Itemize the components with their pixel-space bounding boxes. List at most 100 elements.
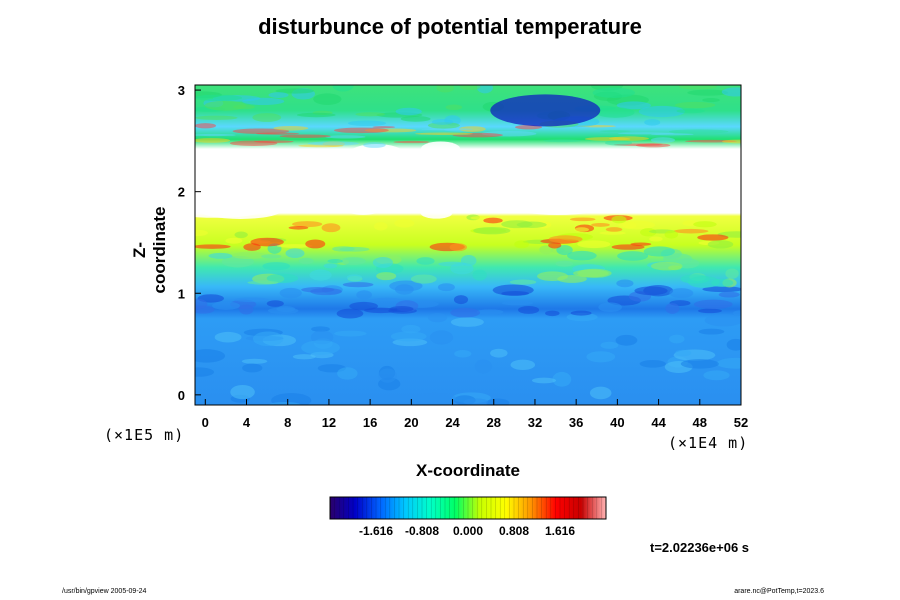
- field-texture: [336, 308, 364, 319]
- field-texture: [292, 221, 323, 228]
- field-texture: [711, 278, 734, 287]
- field-texture: [332, 246, 355, 252]
- field-texture: [410, 274, 437, 284]
- field-texture: [634, 286, 668, 296]
- field-texture: [334, 127, 389, 134]
- field-texture: [643, 246, 676, 257]
- field-texture: [195, 349, 226, 363]
- field-texture: [616, 279, 634, 288]
- field-texture: [716, 357, 741, 369]
- field-texture: [254, 140, 294, 143]
- field-texture: [697, 234, 729, 241]
- field-texture: [307, 141, 359, 146]
- field-texture: [569, 217, 596, 222]
- field-texture: [450, 262, 474, 275]
- field-texture: [334, 330, 367, 337]
- field-texture: [276, 244, 313, 248]
- field-texture: [476, 85, 493, 94]
- field-texture: [732, 310, 741, 317]
- field-texture: [693, 221, 717, 228]
- field-texture: [420, 141, 461, 156]
- field-texture: [509, 279, 537, 285]
- field-texture: [463, 398, 489, 405]
- field-texture: [474, 359, 493, 374]
- field-texture: [698, 328, 725, 335]
- field-texture: [673, 172, 739, 188]
- field-texture: [337, 367, 358, 380]
- x-tick-label: 28: [487, 415, 501, 430]
- field-texture: [212, 301, 240, 310]
- field-texture: [638, 105, 686, 118]
- field-texture: [615, 334, 638, 346]
- field-texture: [687, 89, 729, 96]
- field-texture: [342, 282, 374, 288]
- field-texture: [252, 331, 284, 347]
- x-tick-label: 16: [363, 415, 377, 430]
- y-axis-ticks: 0 1 2 3: [178, 83, 201, 403]
- field-texture: [311, 326, 330, 332]
- field-texture: [394, 219, 415, 228]
- field-texture: [604, 140, 633, 146]
- field-texture: [483, 217, 503, 224]
- field-texture: [630, 242, 652, 246]
- x-tick-label: 48: [693, 415, 707, 430]
- field-texture: [437, 283, 455, 292]
- field-texture: [415, 132, 473, 136]
- x-tick-label: 52: [734, 415, 748, 430]
- field-texture: [454, 350, 472, 358]
- field-texture: [195, 244, 231, 249]
- field-texture: [680, 359, 719, 369]
- field-texture: [691, 157, 741, 172]
- field-texture: [363, 142, 386, 148]
- field-texture: [673, 228, 709, 234]
- field-texture: [721, 139, 741, 144]
- field-texture: [232, 128, 290, 134]
- field-texture: [599, 130, 631, 133]
- field-texture: [450, 317, 484, 327]
- field-texture: [693, 299, 733, 309]
- field-texture: [616, 101, 651, 110]
- field-texture: [315, 187, 361, 205]
- field-texture: [195, 229, 208, 237]
- field-texture: [309, 155, 348, 166]
- field-texture: [556, 245, 573, 256]
- x-scale-label: (×1E4 m): [668, 434, 749, 452]
- field-texture: [702, 98, 720, 103]
- field-texture: [557, 274, 587, 283]
- field-texture: [195, 133, 236, 137]
- field-texture: [437, 156, 479, 164]
- field-texture: [195, 196, 255, 203]
- field-texture: [305, 239, 326, 249]
- field-texture: [292, 354, 316, 360]
- field-texture: [617, 251, 649, 261]
- field-texture: [639, 359, 666, 368]
- field-texture: [577, 240, 611, 249]
- y-tick-label: 3: [178, 83, 185, 98]
- field-texture: [347, 120, 387, 127]
- field-texture: [644, 189, 697, 203]
- field-texture: [529, 184, 592, 197]
- field-texture: [650, 261, 683, 271]
- field-texture: [543, 139, 582, 143]
- field-texture: [282, 170, 318, 185]
- field-texture: [285, 248, 305, 259]
- field-texture: [267, 307, 299, 314]
- field-texture: [514, 240, 529, 249]
- field-texture: [242, 97, 285, 105]
- field-texture: [223, 175, 293, 188]
- field-texture: [674, 101, 716, 109]
- field-texture: [488, 197, 523, 206]
- x-tick-label: 8: [284, 415, 291, 430]
- field-texture: [208, 252, 233, 259]
- field-texture: [195, 123, 217, 129]
- field-texture: [599, 231, 626, 235]
- field-texture: [518, 306, 540, 314]
- field-texture: [622, 221, 637, 229]
- field-texture: [340, 257, 366, 266]
- field-texture: [214, 331, 242, 343]
- field-texture: [611, 215, 627, 224]
- field-texture: [421, 128, 473, 131]
- field-texture: [298, 257, 314, 265]
- field-texture: [350, 144, 404, 162]
- field-texture: [321, 223, 341, 233]
